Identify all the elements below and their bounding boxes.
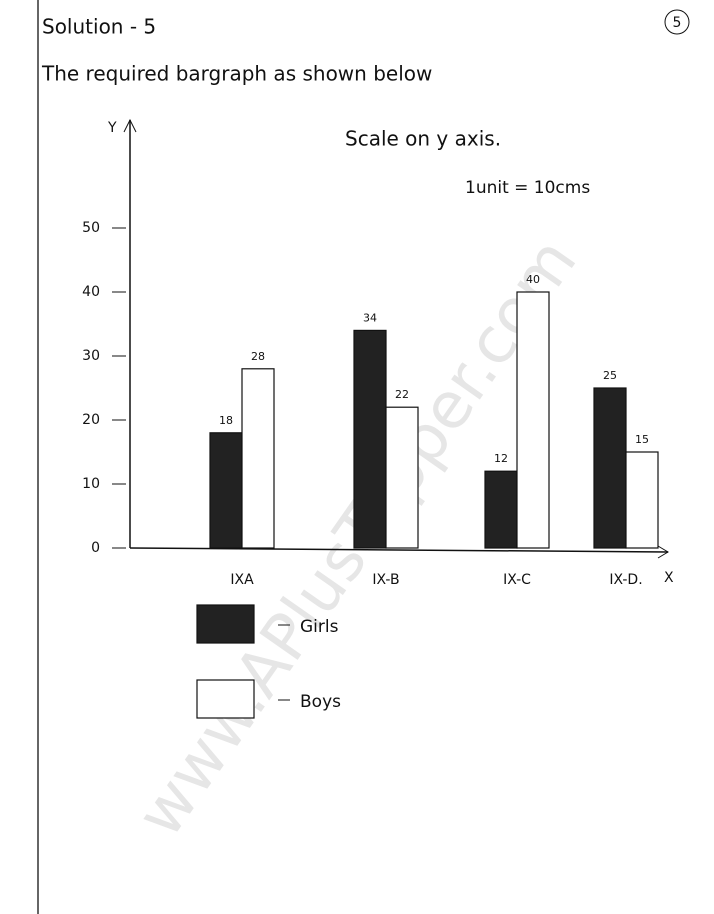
annotation: Scale on y axis. — [345, 127, 501, 151]
x-arrow — [657, 545, 669, 559]
bar — [484, 470, 518, 549]
data-label: 12 — [494, 452, 508, 465]
data-label: 15 — [635, 433, 649, 446]
bar — [516, 291, 550, 549]
legend-swatch — [196, 604, 255, 644]
x-tick-label: IX-D. — [609, 572, 642, 588]
y-tick-label: 30 — [82, 348, 100, 364]
bar — [353, 329, 387, 549]
bar — [209, 432, 243, 549]
data-label: 25 — [603, 369, 617, 382]
x-tick-label: IX-C — [503, 572, 531, 588]
data-label: 18 — [219, 414, 233, 427]
data-label: 22 — [395, 388, 409, 401]
bar — [241, 368, 275, 549]
page-number-circle — [664, 9, 690, 35]
legend-label: Boys — [300, 692, 341, 712]
x-tick-label: IX-B — [372, 572, 399, 588]
data-label: 40 — [526, 273, 540, 286]
legend-swatch — [196, 679, 255, 719]
legend-label: Girls — [300, 617, 339, 637]
y-tick-label: 50 — [82, 220, 100, 236]
y-tick-label: 40 — [82, 284, 100, 300]
data-label: 28 — [251, 350, 265, 363]
x-axis — [129, 547, 669, 553]
bar — [593, 387, 627, 549]
x-axis-label: X — [664, 570, 674, 586]
data-label: 34 — [363, 311, 377, 324]
y-axis-label: Y — [107, 120, 117, 136]
title: Solution - 5 — [42, 15, 156, 39]
bar — [625, 451, 659, 549]
y-tick-label: 20 — [82, 412, 100, 428]
y-tick-label: 10 — [82, 476, 100, 492]
annotation: 1unit = 10cms — [465, 178, 590, 198]
page-number: 5 — [673, 15, 682, 31]
y-arrow — [123, 118, 137, 133]
bar — [385, 406, 419, 549]
x-tick-label: IXA — [230, 572, 254, 588]
subtitle: The required bargraph as shown below — [41, 62, 432, 86]
y-tick-label: 0 — [91, 540, 100, 556]
